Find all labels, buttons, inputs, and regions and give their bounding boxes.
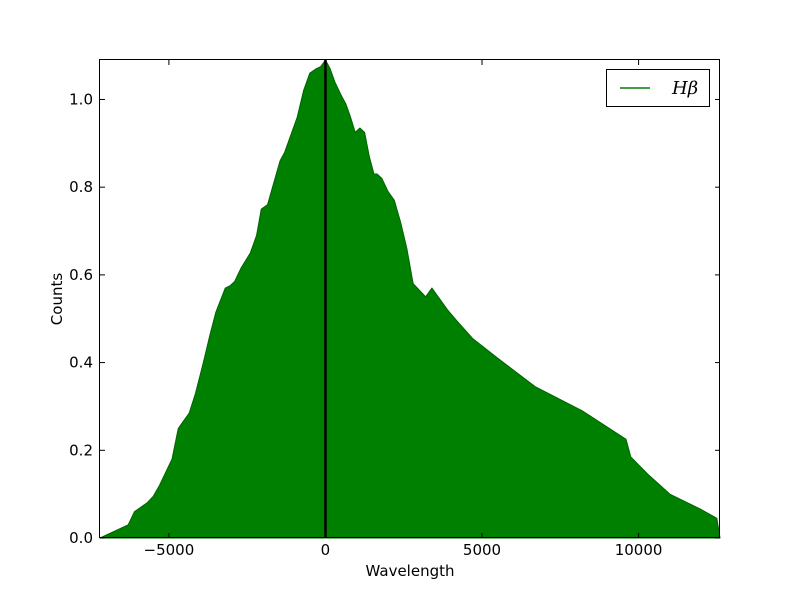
y-tick-label: 1.0	[69, 90, 93, 108]
x-tick-label: 0	[321, 541, 331, 559]
y-tick-label: 0.6	[69, 266, 93, 284]
legend: Hβ	[606, 69, 710, 107]
x-tick-label: 5000	[463, 541, 501, 559]
x-tick-label: −5000	[144, 541, 195, 559]
y-tick-label: 0.0	[69, 529, 93, 547]
series-area-0	[99, 59, 721, 539]
y-tick-label: 0.2	[69, 441, 93, 459]
y-axis-label: Counts	[48, 273, 66, 326]
area-layer	[99, 59, 721, 539]
plot-frame	[99, 59, 720, 538]
x-axis-label: Wavelength	[366, 562, 455, 580]
tick-label-layer: −5000 0 5000 10000 0.0 0.2 0.4 0.6 0.8 1.0	[69, 90, 662, 559]
x-tick-label: 10000	[615, 541, 663, 559]
y-tick-label: 0.8	[69, 178, 93, 196]
y-tick-label: 0.4	[69, 354, 93, 372]
legend-label: Hβ	[671, 78, 698, 99]
tick-layer	[100, 60, 720, 539]
